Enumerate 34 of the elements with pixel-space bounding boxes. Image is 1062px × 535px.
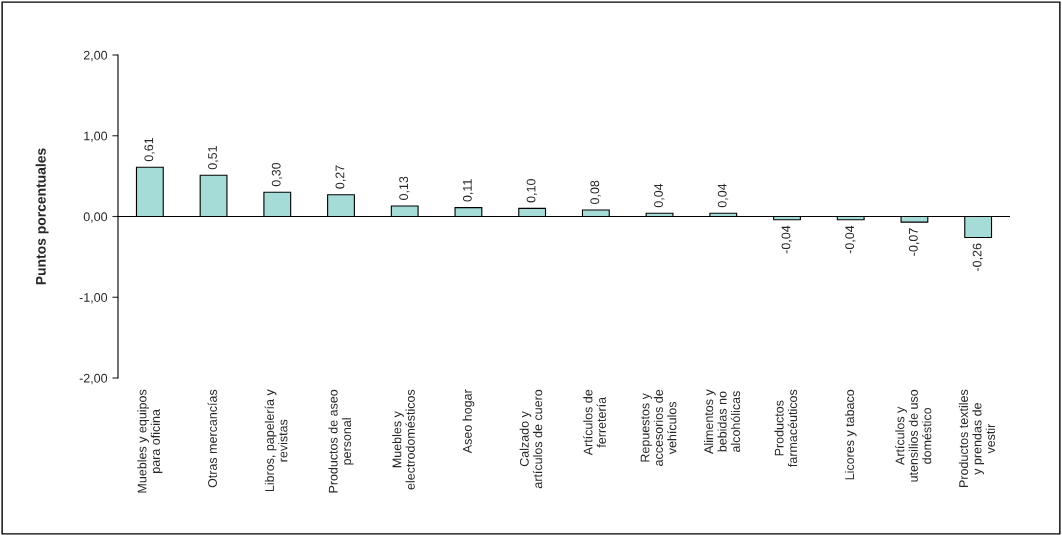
data-label: 0,61 [144, 137, 155, 162]
x-tick-label: Otras mercancías [207, 389, 217, 488]
x-tick-label: Alimentos y bebidas no alcohólicas [704, 389, 741, 454]
x-tick-label: Productos farmacéuticos [774, 389, 798, 467]
data-label: 0,08 [590, 180, 601, 204]
data-label: 0,11 [462, 179, 474, 202]
x-tick-label: Productos textiles y prendas de vestir [958, 389, 995, 487]
x-tick-label: Repuestos y accesorios de vehículos [640, 389, 677, 466]
y-tick-label: 0,00 [83, 212, 108, 223]
y-tick-label: -1,00 [79, 293, 108, 304]
data-label: 0,30 [271, 162, 283, 187]
x-tick-label: Artículos de ferretería [583, 389, 606, 456]
data-label: 0,51 [208, 146, 219, 170]
data-label: 0,04 [654, 183, 665, 208]
x-tick-label: Calzado y artículos de cuero [519, 389, 543, 489]
data-label: -0,26 [972, 243, 983, 271]
x-tick-label: Libros, papelería y revistas [264, 389, 288, 492]
x-tick-label: Productos de aseo personal [328, 389, 354, 493]
y-tick-label: -2,00 [79, 373, 108, 385]
data-label: -0,04 [781, 225, 792, 254]
y-tick-label: 2,00 [83, 50, 108, 62]
x-tick-label: Licores y tabaco [844, 389, 857, 480]
x-tick-label: Muebles y electrodomésticos [392, 389, 415, 490]
data-label: -0,07 [908, 228, 920, 256]
data-label: 0,10 [526, 179, 537, 203]
x-tick-label: Artículos y utensilios de uso doméstico [895, 389, 932, 482]
x-tick-label: Muebles y equipos para oficina [137, 389, 163, 493]
data-label: 0,27 [335, 165, 346, 189]
y-axis-title: Puntos porcentuales [35, 148, 49, 285]
data-label: -0,04 [845, 225, 856, 254]
data-label: 0,04 [717, 183, 729, 208]
y-tick-label: 1,00 [84, 131, 108, 142]
data-label: 0,13 [399, 176, 410, 200]
x-tick-label: Aseo hogar [462, 389, 475, 454]
